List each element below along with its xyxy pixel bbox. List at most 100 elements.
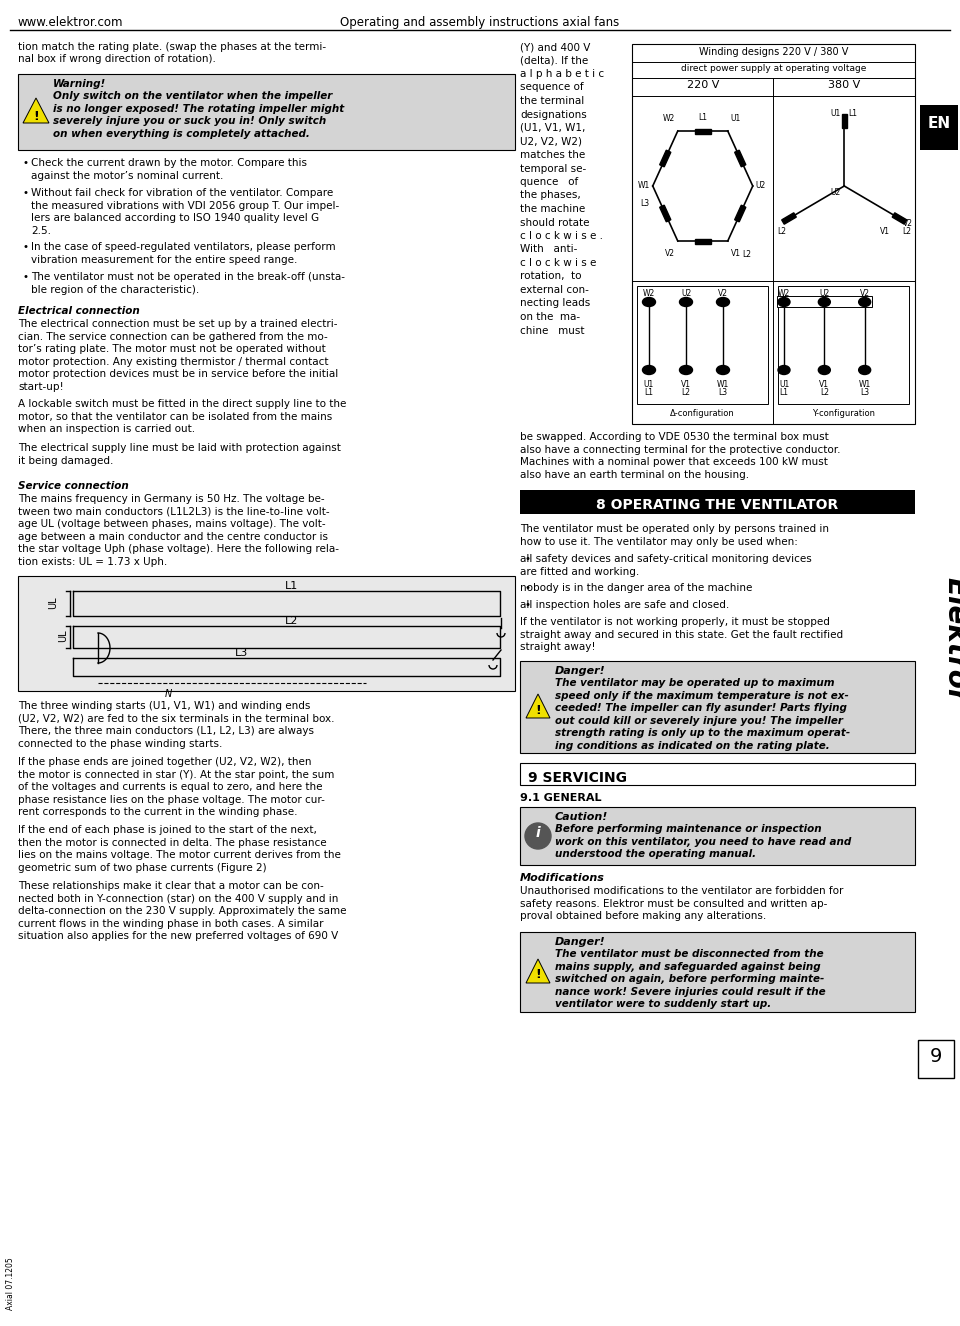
Text: W2: W2 (662, 114, 675, 123)
Text: L1: L1 (644, 389, 654, 396)
Text: A lockable switch must be fitted in the direct supply line to the
motor, so that: A lockable switch must be fitted in the … (18, 399, 347, 434)
Text: These relationships make it clear that a motor can be con-
nected both in Y-conn: These relationships make it clear that a… (18, 880, 347, 941)
Text: W2: W2 (778, 289, 790, 298)
Text: Before performing maintenance or inspection
work on this ventilator, you need to: Before performing maintenance or inspect… (555, 823, 852, 859)
Text: 220 V: 220 V (686, 80, 719, 90)
Text: Electrical connection: Electrical connection (18, 306, 140, 316)
Bar (18, 575, 515, 691)
Text: N: N (164, 690, 172, 699)
Text: Only switch on the ventilator when the impeller
is no longer exposed! The rotati: Only switch on the ventilator when the i… (53, 91, 345, 139)
Text: all safety devices and safety-critical monitoring devices
are fitted and working: all safety devices and safety-critical m… (520, 554, 812, 577)
Text: Caution!: Caution! (555, 812, 609, 822)
Text: matches the: matches the (520, 150, 586, 160)
Bar (637, 286, 768, 404)
Bar (778, 286, 909, 404)
Polygon shape (526, 693, 550, 717)
Text: be swapped. According to VDE 0530 the terminal box must
also have a connecting t: be swapped. According to VDE 0530 the te… (520, 432, 841, 480)
Text: •: • (22, 243, 28, 252)
Bar (920, 105, 958, 150)
Bar (520, 491, 915, 514)
Text: the terminal: the terminal (520, 95, 585, 106)
Text: •: • (524, 599, 530, 610)
Polygon shape (23, 98, 49, 123)
Text: UL: UL (58, 630, 68, 642)
Text: L2: L2 (742, 251, 752, 259)
Ellipse shape (642, 297, 656, 306)
Polygon shape (695, 129, 710, 134)
Text: external con-: external con- (520, 285, 588, 294)
Text: U2: U2 (830, 188, 840, 198)
Text: The mains frequency in Germany is 50 Hz. The voltage be-
tween two main conducto: The mains frequency in Germany is 50 Hz.… (18, 495, 339, 566)
Text: quence   of: quence of (520, 176, 578, 187)
Text: i: i (536, 826, 540, 839)
Polygon shape (892, 212, 907, 224)
Text: Δ-configuration: Δ-configuration (670, 408, 734, 418)
Text: L3: L3 (235, 648, 249, 658)
Text: U2: U2 (819, 289, 829, 298)
Text: V1: V1 (819, 381, 829, 389)
Bar (632, 44, 915, 424)
Polygon shape (842, 114, 847, 129)
Text: L2: L2 (285, 617, 298, 626)
Text: !: ! (535, 704, 540, 716)
Text: V1: V1 (681, 381, 691, 389)
Text: Service connection: Service connection (18, 481, 129, 491)
Text: L2: L2 (902, 227, 911, 236)
Ellipse shape (858, 297, 871, 306)
Text: the phases,: the phases, (520, 191, 581, 200)
Bar (520, 762, 915, 785)
Ellipse shape (778, 297, 790, 306)
Text: •: • (22, 188, 28, 198)
Text: nobody is in the danger area of the machine: nobody is in the danger area of the mach… (524, 572, 847, 586)
Ellipse shape (716, 366, 730, 374)
Bar (18, 74, 515, 150)
Text: chine   must: chine must (520, 325, 585, 335)
Text: L3: L3 (640, 199, 650, 208)
Text: 380 V: 380 V (828, 80, 860, 90)
Text: In the case of speed-regulated ventilators, please perform
vibration measurement: In the case of speed-regulated ventilato… (31, 243, 336, 265)
Text: The electrical connection must be set up by a trained electri-
cian. The service: The electrical connection must be set up… (18, 320, 338, 391)
Text: •: • (22, 272, 28, 282)
Text: W1: W1 (637, 182, 650, 191)
Text: (Y) and 400 V: (Y) and 400 V (520, 42, 590, 52)
Text: L2: L2 (820, 389, 828, 396)
Ellipse shape (778, 366, 790, 374)
Text: nal box if wrong direction of rotation).: nal box if wrong direction of rotation). (18, 54, 216, 64)
Text: L3: L3 (860, 389, 869, 396)
Ellipse shape (818, 366, 830, 374)
Text: V2: V2 (902, 219, 913, 228)
Text: L2: L2 (777, 227, 786, 236)
Text: necting leads: necting leads (520, 298, 590, 309)
Text: Modifications: Modifications (520, 873, 605, 883)
Ellipse shape (716, 297, 730, 306)
Text: U1: U1 (644, 381, 654, 389)
Text: designations: designations (520, 110, 587, 119)
Text: should rotate: should rotate (520, 217, 589, 228)
Text: (U1, V1, W1,: (U1, V1, W1, (520, 123, 586, 133)
Text: If the end of each phase is joined to the start of the next,
then the motor is c: If the end of each phase is joined to th… (18, 825, 341, 873)
Text: Elektror: Elektror (941, 577, 960, 703)
Text: Winding designs 220 V / 380 V: Winding designs 220 V / 380 V (699, 46, 849, 57)
Text: temporal se-: temporal se- (520, 163, 587, 174)
Text: rotation,  to: rotation, to (520, 272, 582, 281)
Text: EN: EN (927, 115, 950, 131)
Text: !: ! (34, 110, 38, 122)
Text: L3: L3 (718, 389, 728, 396)
Bar (520, 660, 915, 753)
Text: Danger!: Danger! (555, 937, 606, 947)
Text: nobody is in the danger area of the machine: nobody is in the danger area of the mach… (520, 583, 753, 593)
Text: U2: U2 (681, 289, 691, 298)
Text: (delta). If the: (delta). If the (520, 56, 588, 65)
Text: W1: W1 (717, 381, 730, 389)
Text: U1: U1 (830, 109, 840, 118)
Text: Operating and assembly instructions axial fans: Operating and assembly instructions axia… (341, 16, 619, 29)
Text: Without fail check for vibration of the ventilator. Compare
the measured vibrati: Without fail check for vibration of the … (31, 188, 339, 236)
Text: If the ventilator is not working properly, it must be stopped
straight away and : If the ventilator is not working properl… (520, 617, 843, 652)
Text: U1: U1 (731, 114, 741, 123)
Text: c l o c k w i s e: c l o c k w i s e (520, 259, 596, 268)
Text: L2: L2 (682, 389, 690, 396)
Text: the machine: the machine (520, 204, 586, 213)
Text: 9.1 GENERAL: 9.1 GENERAL (520, 793, 602, 804)
Ellipse shape (680, 366, 692, 374)
Text: all safety devices and safety-critical monitoring devices: all safety devices and safety-critical m… (524, 544, 924, 557)
